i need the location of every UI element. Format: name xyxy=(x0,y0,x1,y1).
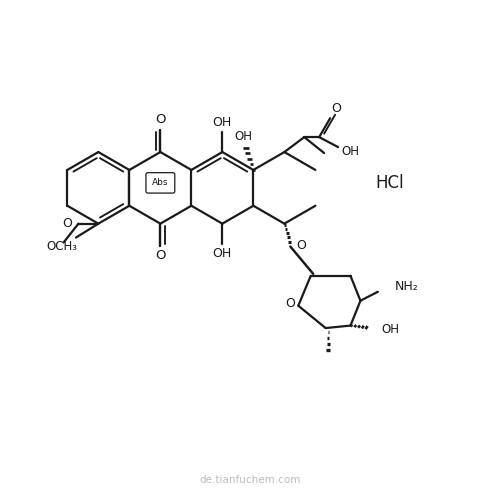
Text: O: O xyxy=(155,250,166,262)
Text: de.tianfuchem.com: de.tianfuchem.com xyxy=(200,474,300,484)
Text: OH: OH xyxy=(382,323,400,336)
Text: O: O xyxy=(155,113,166,126)
Text: OH: OH xyxy=(234,130,252,143)
Text: NH₂: NH₂ xyxy=(394,280,418,293)
Text: O: O xyxy=(286,297,296,310)
Text: Abs: Abs xyxy=(152,178,168,188)
Text: OCH₃: OCH₃ xyxy=(46,240,78,252)
Text: O: O xyxy=(62,217,72,230)
Text: O: O xyxy=(296,239,306,252)
Text: OH: OH xyxy=(212,247,232,260)
Text: O: O xyxy=(332,102,342,116)
FancyBboxPatch shape xyxy=(146,172,175,193)
Text: HCl: HCl xyxy=(375,174,404,192)
Text: OH: OH xyxy=(212,116,232,128)
Text: OH: OH xyxy=(341,144,359,158)
